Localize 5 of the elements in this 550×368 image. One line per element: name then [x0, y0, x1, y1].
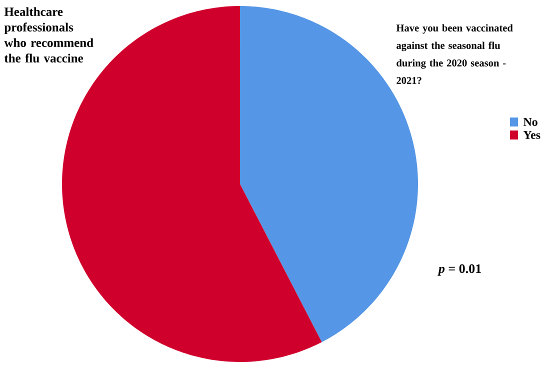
- text: p = 0.01: [438, 264, 481, 276]
- text: Healthcare professionals who recommend the flu vaccine: [4, 7, 94, 63]
- text: Have you been vaccinated against the seasonal flu during the 2020 season - 2021?: [396, 24, 513, 84]
- legend-label: Yes: [523, 131, 540, 139]
- legend-label: No: [523, 118, 538, 126]
